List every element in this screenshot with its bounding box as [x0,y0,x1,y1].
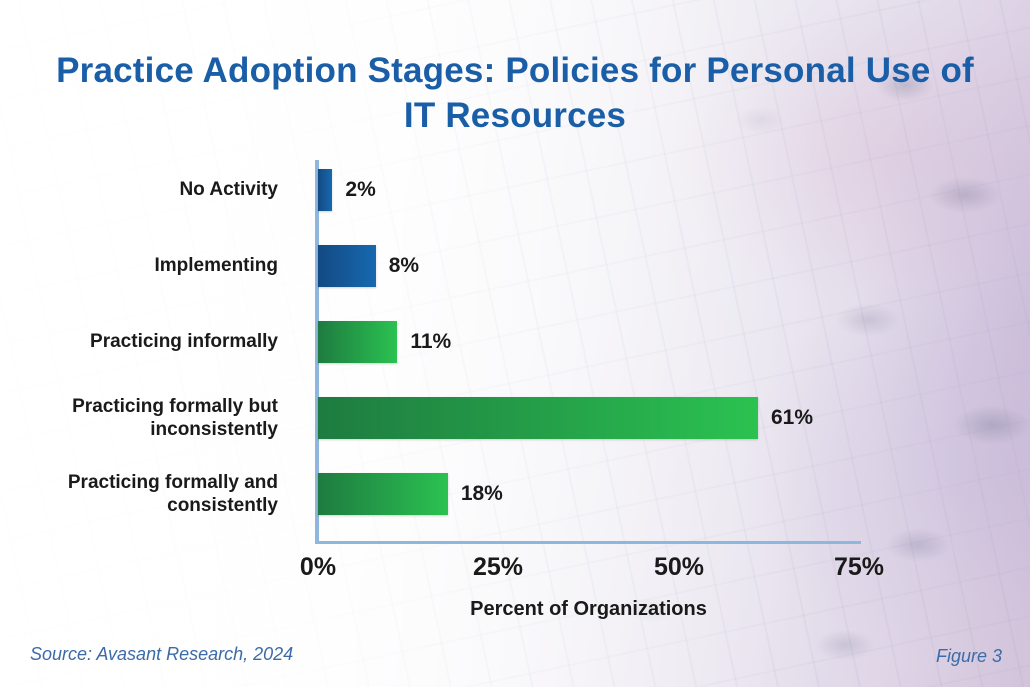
chart-title: Practice Adoption Stages: Policies for P… [56,51,974,136]
y-axis-line [315,160,319,544]
bar-track: 2% [318,169,859,211]
bar-row-no-activity: No Activity 2% [0,152,1030,228]
x-axis-line [315,541,861,544]
bar-track: 61% [318,397,859,439]
bar-row-practicing-formally-inconsistently: Practicing formally but inconsistently 6… [0,380,1030,456]
x-tick-0: 0% [299,553,337,581]
value-label-practicing-formally-inconsistently: 61% [771,406,814,429]
category-label-no-activity: No Activity [179,179,278,201]
bar-practicing-formally-consistently [318,473,448,515]
value-label-implementing: 8% [388,254,420,277]
x-tick-75: 75% [833,553,885,581]
bar-practicing-formally-inconsistently [318,397,758,439]
category-label-practicing-formally-inconsistently: Practicing formally but inconsistently [72,395,278,440]
x-tick-25: 25% [472,553,524,581]
value-label-no-activity: 2% [345,178,376,201]
x-axis-title: Percent of Organizations [470,598,707,620]
value-label-practicing-formally-consistently: 18% [460,482,503,505]
figure-label: Figure 3 [935,646,1002,666]
category-label-implementing: Implementing [154,255,278,277]
bar-practicing-informally [318,321,398,363]
bar-track: 11% [318,321,859,363]
bar-chart: No Activity 2% Implementing 8% Practicin… [0,152,1030,532]
bar-implementing [318,245,376,287]
category-label-practicing-informally: Practicing informally [90,331,278,353]
bar-row-practicing-formally-consistently: Practicing formally and consistently 18% [0,456,1030,532]
value-label-practicing-informally: 11% [410,330,452,353]
x-axis-ticks: 0% 25% 50% 75% [0,553,1030,583]
bar-track: 18% [318,473,859,515]
bar-row-practicing-informally: Practicing informally 11% [0,304,1030,380]
bar-no-activity [318,169,333,211]
source-note: Source: Avasant Research, 2024 [30,644,294,664]
x-tick-50: 50% [653,553,705,581]
category-label-practicing-formally-consistently: Practicing formally and consistently [67,471,278,516]
bar-track: 8% [318,245,859,287]
bar-row-implementing: Implementing 8% [0,228,1030,304]
